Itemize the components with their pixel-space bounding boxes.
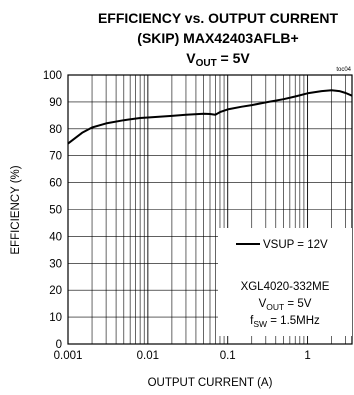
legend-entry: VSUP = 12V — [263, 239, 328, 251]
x-tick-label: 0.1 — [220, 350, 236, 362]
axes — [67, 74, 353, 345]
annotation-vout: VOUT = 5V — [259, 298, 312, 312]
y-tick-label: 80 — [49, 124, 62, 136]
y-tick-label: 20 — [49, 285, 62, 297]
annotation-inductor: XGL4020-332ME — [241, 281, 330, 293]
legend-background — [218, 228, 352, 336]
series-line — [67, 89, 353, 145]
series-layer — [67, 89, 353, 145]
y-tick-label: 60 — [49, 178, 62, 190]
y-tick-label: 90 — [49, 97, 62, 109]
chart-title-line1: EFFICIENCY vs. OUTPUT CURRENT — [98, 10, 339, 26]
y-axis-label: EFFICIENCY (%) — [10, 165, 22, 254]
y-tick-label: 40 — [49, 231, 62, 243]
x-tick-label: 1 — [304, 350, 310, 362]
title-v: V — [186, 50, 196, 66]
x-tick-label: 0.01 — [137, 350, 159, 362]
grid — [67, 74, 352, 345]
chart-title-line2: (SKIP) MAX42403AFLB+ — [137, 30, 298, 46]
legend: VSUP = 12V XGL4020-332ME VOUT = 5V fSW =… — [218, 228, 352, 336]
figure-code: toc04 — [336, 67, 351, 73]
y-tick-label: 50 — [49, 205, 62, 217]
y-tick-label: 10 — [49, 312, 62, 324]
y-tick-label: 30 — [49, 258, 62, 270]
title-sub: OUT — [196, 58, 217, 69]
tick-labels: 0 10 20 30 40 50 60 70 80 90 100 0.001 0.01 0.1 1 — [43, 70, 311, 362]
plot-frame — [67, 74, 353, 345]
chart-title-line3: VOUT = 5V — [186, 50, 250, 69]
y-tick-label: 0 — [56, 339, 62, 351]
y-tick-label: 100 — [43, 70, 62, 82]
x-axis-label: OUTPUT CURRENT (A) — [148, 377, 273, 389]
annotation-fsw: fSW = 1.5MHz — [250, 315, 320, 329]
x-tick-label: 0.001 — [54, 350, 83, 362]
title-suffix: = 5V — [217, 50, 251, 66]
y-tick-label: 70 — [49, 151, 62, 163]
